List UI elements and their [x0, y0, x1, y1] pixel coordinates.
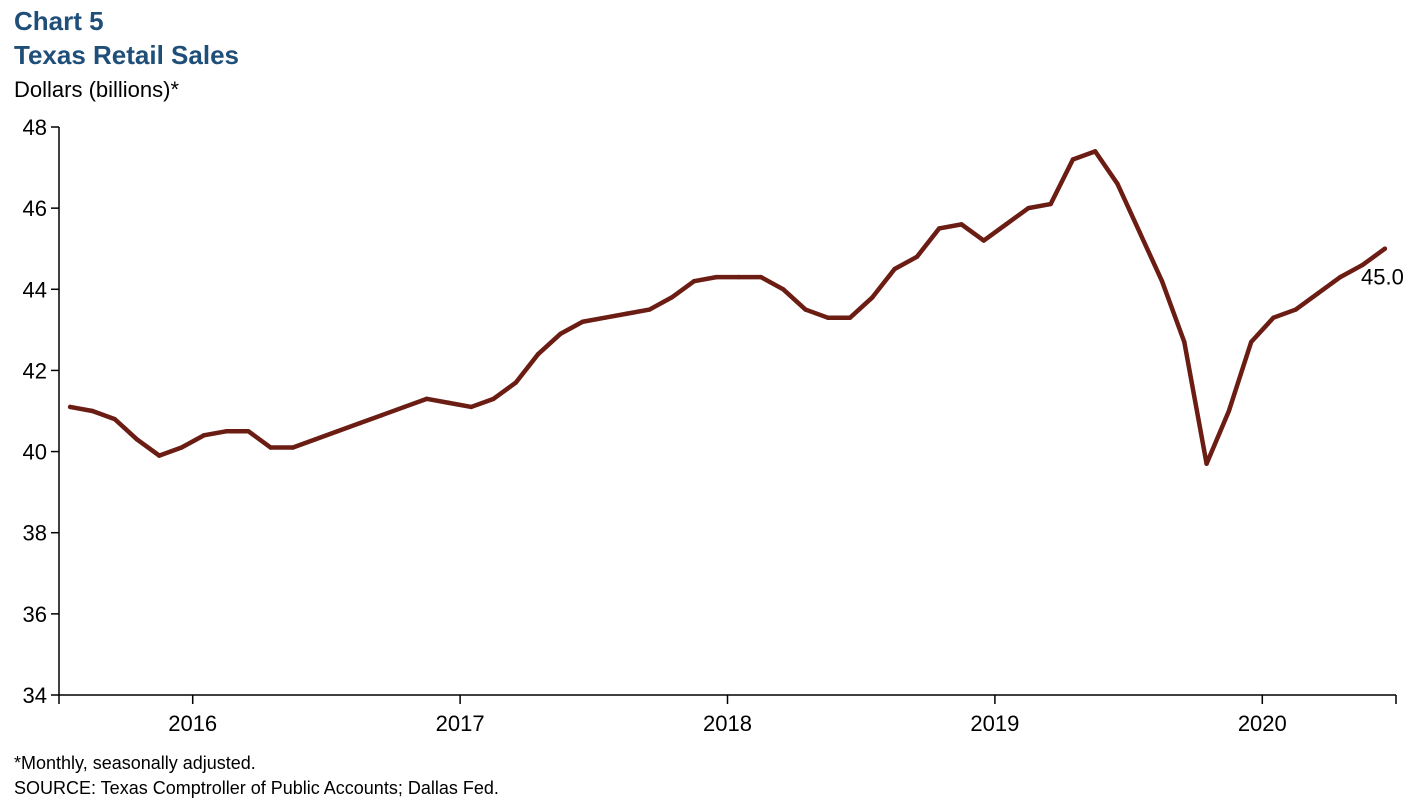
data-point — [714, 274, 719, 280]
data-point — [870, 295, 875, 300]
data-point — [647, 307, 652, 312]
data-point — [825, 315, 830, 320]
data-point — [1048, 201, 1053, 207]
data-point — [558, 331, 563, 337]
data-point — [981, 238, 986, 243]
data-point — [803, 307, 808, 312]
data-point — [67, 404, 73, 410]
data-point — [1293, 307, 1298, 312]
y-tick-label: 40 — [23, 440, 47, 465]
data-point — [625, 311, 630, 316]
data-point — [1338, 274, 1343, 280]
data-point — [1003, 222, 1009, 227]
data-point — [335, 429, 340, 434]
y-tick-label: 42 — [23, 358, 47, 383]
x-tick-label: 2018 — [703, 711, 752, 736]
chart-number: Chart 5 — [14, 6, 104, 36]
data-point — [669, 295, 674, 300]
data-point — [313, 437, 318, 442]
x-tick-label: 2019 — [970, 711, 1019, 736]
data-point — [535, 352, 541, 357]
x-tick-label: 2017 — [436, 711, 485, 736]
data-point — [112, 416, 117, 422]
data-point — [290, 445, 296, 450]
data-point — [246, 429, 251, 434]
data-point — [1360, 262, 1365, 268]
data-point — [513, 380, 519, 385]
data-point — [491, 396, 496, 402]
data-point — [179, 445, 184, 450]
data-point — [1271, 315, 1276, 320]
y-tick-label: 34 — [23, 683, 47, 708]
data-point — [1070, 157, 1076, 162]
data-point — [736, 274, 741, 280]
data-point — [1159, 278, 1165, 284]
end-value-label: 45.0 — [1361, 265, 1404, 290]
data-point — [134, 437, 140, 442]
y-tick-label: 48 — [23, 115, 47, 140]
y-tick-label: 38 — [23, 521, 47, 546]
data-point — [781, 287, 786, 292]
y-axis-unit-label: Dollars (billions)* — [14, 77, 180, 102]
data-point — [1115, 181, 1120, 186]
data-point — [959, 222, 964, 227]
data-point — [1092, 149, 1098, 154]
data-point — [157, 453, 162, 458]
data-point — [892, 266, 897, 272]
data-point — [1382, 246, 1388, 251]
data-point — [1182, 339, 1187, 345]
footnote: *Monthly, seasonally adjusted. — [14, 753, 256, 773]
data-point — [580, 319, 585, 324]
data-point — [1315, 291, 1321, 296]
data-point — [424, 396, 429, 402]
source-note: SOURCE: Texas Comptroller of Public Acco… — [14, 778, 499, 798]
data-point — [914, 254, 920, 260]
x-axis: 2016 2017 2018 2019 2020 — [58, 694, 1397, 736]
data-point — [469, 404, 474, 410]
data-point — [379, 412, 385, 418]
series-line — [67, 149, 1388, 466]
data-point — [1248, 339, 1254, 345]
data-point — [357, 420, 363, 426]
data-point — [602, 315, 608, 320]
data-point — [1226, 408, 1232, 414]
y-tick-label: 44 — [23, 277, 47, 302]
series-layer: 45.0 — [67, 149, 1404, 466]
y-tick-label: 46 — [23, 196, 47, 221]
chart-title: Texas Retail Sales — [14, 40, 239, 70]
y-axis: 34 36 38 40 42 44 46 48 — [23, 115, 60, 708]
data-point — [90, 408, 95, 414]
data-point — [691, 278, 697, 284]
data-point — [402, 404, 407, 410]
data-point — [201, 433, 207, 438]
data-point — [936, 226, 942, 231]
data-point — [1137, 230, 1142, 235]
x-tick-label: 2016 — [168, 711, 217, 736]
x-tick-label: 2020 — [1238, 711, 1287, 736]
data-point — [268, 445, 273, 450]
data-point — [223, 429, 229, 434]
data-point — [446, 400, 452, 406]
y-tick-label: 36 — [23, 602, 47, 627]
data-point — [758, 274, 764, 280]
data-point — [1204, 461, 1209, 466]
data-point — [1026, 205, 1031, 211]
data-point — [847, 315, 853, 320]
